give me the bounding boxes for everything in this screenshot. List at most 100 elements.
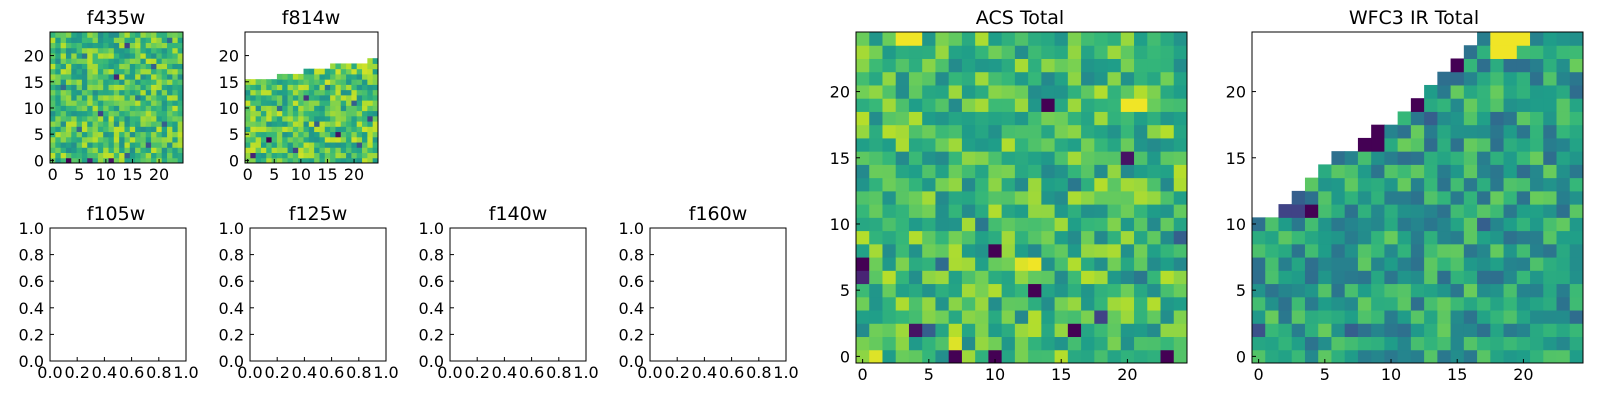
heatmap-cell: [1543, 204, 1558, 218]
heatmap-cell: [161, 42, 168, 49]
heatmap-cell: [362, 105, 368, 112]
heatmap-cell: [1384, 137, 1399, 152]
heatmap-cell: [1094, 310, 1109, 324]
heatmap-cell: [292, 157, 299, 164]
heatmap-cell: [108, 136, 115, 143]
heatmap-cell: [1424, 124, 1438, 139]
heatmap-cell: [1120, 111, 1135, 126]
heatmap-cell: [60, 79, 67, 85]
heatmap-cell: [1134, 283, 1148, 298]
heatmap-cell: [119, 37, 125, 43]
heatmap-cell: [1490, 71, 1505, 86]
heatmap-cell: [1067, 296, 1082, 311]
heatmap-cell: [276, 136, 283, 143]
heatmap-cell: [346, 152, 352, 159]
heatmap-cell: [161, 73, 168, 80]
heatmap-cell: [282, 142, 289, 148]
heatmap-cell: [1094, 217, 1109, 232]
heatmap-cell: [1556, 190, 1571, 205]
heatmap-cell: [1054, 177, 1069, 192]
heatmap-cell: [60, 142, 67, 148]
heatmap-cell: [856, 323, 870, 338]
heatmap-cell: [103, 32, 110, 38]
heatmap-cell: [882, 151, 897, 165]
heatmap-cell: [135, 136, 141, 143]
heatmap-cell: [1081, 296, 1095, 311]
heatmap-cell: [1304, 190, 1319, 205]
heatmap-cell: [129, 100, 136, 106]
heatmap-cell: [1477, 177, 1491, 192]
heatmap-cell: [81, 89, 88, 96]
heatmap-cell: [167, 94, 173, 101]
heatmap-cell: [266, 105, 273, 112]
heatmap-cell: [922, 296, 936, 311]
heatmap-cell: [71, 47, 78, 54]
heatmap-cell: [1463, 190, 1478, 205]
heatmap-cell: [1516, 98, 1531, 112]
heatmap-cell: [167, 147, 173, 154]
heatmap-cell: [50, 152, 56, 159]
heatmap-cell: [76, 100, 83, 106]
heatmap-cell: [129, 105, 136, 112]
heatmap-cell: [1107, 257, 1122, 271]
heatmap-cell: [1410, 349, 1425, 364]
heatmap-cell: [113, 126, 120, 133]
heatmap-cell: [340, 79, 347, 85]
heatmap-cell: [135, 121, 141, 127]
heatmap-cell: [351, 100, 358, 106]
heatmap-cell: [97, 73, 104, 80]
heatmap-cell: [1094, 151, 1109, 165]
heatmap-cell: [151, 68, 157, 75]
heatmap-cell: [1265, 217, 1279, 232]
heatmap-cell: [961, 124, 976, 139]
heatmap-cell: [1094, 137, 1109, 152]
heatmap-cell: [1569, 98, 1584, 112]
heatmap-cell: [1384, 230, 1399, 245]
heatmap-cell: [129, 94, 136, 101]
heatmap-cell: [119, 157, 125, 164]
heatmap-cell: [1134, 84, 1148, 99]
y-tick-label: 20: [219, 47, 239, 66]
heatmap-cell: [895, 190, 910, 205]
heatmap-cell: [372, 100, 379, 106]
heatmap-cell: [167, 89, 173, 96]
heatmap-cell: [156, 121, 163, 127]
heatmap-cell: [266, 126, 273, 133]
heatmap-cell: [1160, 243, 1175, 258]
heatmap-cell: [1477, 283, 1491, 298]
heatmap-cell: [1160, 323, 1175, 338]
heatmap-cell: [81, 126, 88, 133]
heatmap-cell: [177, 157, 184, 164]
heatmap-cell: [1291, 204, 1306, 218]
heatmap-cell: [71, 37, 78, 43]
x-tick-label: 0: [858, 365, 868, 384]
heatmap-cell: [314, 84, 320, 91]
heatmap-cell: [1067, 177, 1082, 192]
heatmap-cell: [1556, 270, 1571, 285]
heatmap-cell: [1041, 204, 1056, 218]
heatmap-cell: [55, 142, 62, 148]
heatmap-cell: [882, 124, 897, 139]
heatmap-cell: [935, 243, 950, 258]
heatmap-cell: [103, 136, 110, 143]
heatmap-cell: [129, 89, 136, 96]
x-tick-label: 10: [985, 365, 1005, 384]
heatmap-cell: [282, 73, 289, 80]
heatmap-cell: [1147, 243, 1162, 258]
heatmap-cell: [65, 84, 72, 91]
heatmap-cell: [1252, 296, 1266, 311]
heatmap-cell: [1107, 230, 1122, 245]
heatmap-cell: [172, 142, 179, 148]
heatmap-cell: [87, 115, 94, 122]
heatmap-cell: [351, 105, 358, 112]
heatmap-cell: [314, 110, 320, 117]
x-tick-label: 0.6: [119, 363, 144, 382]
heatmap-cell: [1357, 310, 1372, 324]
heatmap-cell: [71, 121, 78, 127]
heatmap-cell: [167, 136, 173, 143]
heatmap-cell: [298, 84, 305, 91]
heatmap-cell: [961, 230, 976, 245]
heatmap-cell: [961, 111, 976, 126]
heatmap-cell: [908, 137, 923, 152]
